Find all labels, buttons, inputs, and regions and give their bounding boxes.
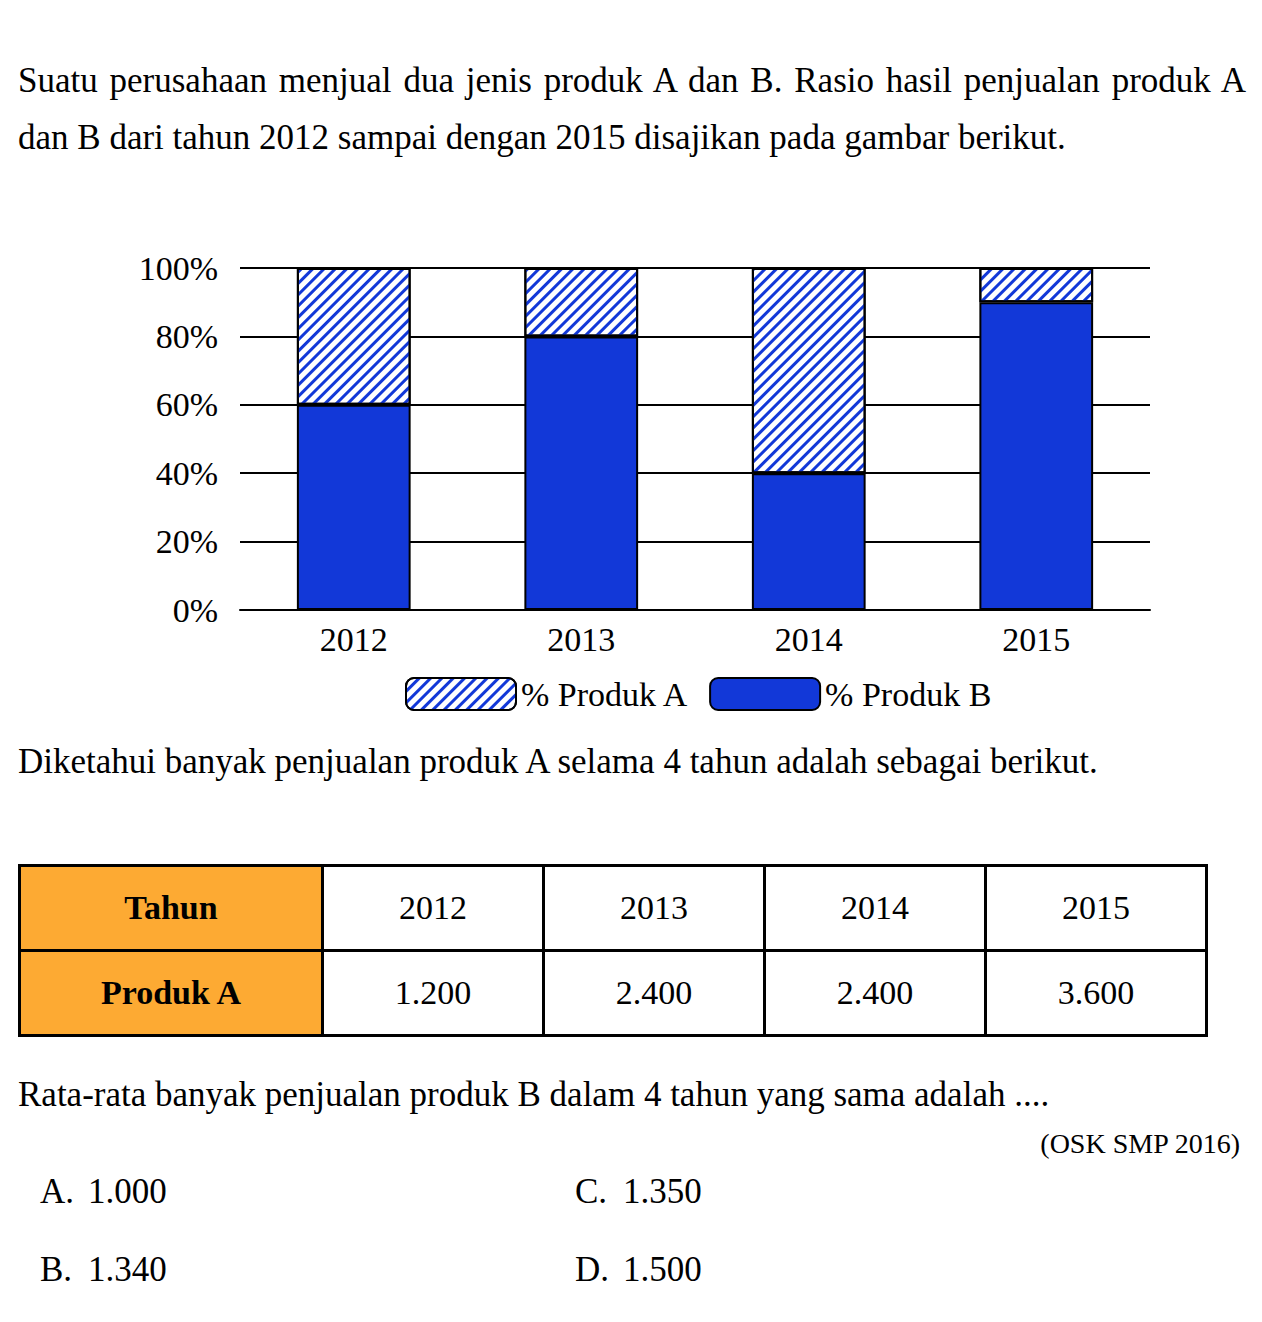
html-text:2014: 2014	[841, 889, 909, 926]
html-text:D.: D.	[575, 1250, 609, 1289]
html-text:A.: A.	[40, 1172, 74, 1211]
svg-text:2013: 2013	[547, 621, 615, 658]
html-text:C.: C.	[575, 1172, 608, 1211]
svg-text:80%: 80%	[156, 318, 218, 355]
svg-text:0%: 0%	[173, 592, 218, 629]
html-text:1.340: 1.340	[88, 1250, 167, 1289]
svg-text:100%: 100%	[139, 250, 218, 287]
html-text:2012: 2012	[399, 889, 467, 926]
svg-text:20%: 20%	[156, 523, 218, 560]
html-text:2015: 2015	[1062, 889, 1130, 926]
html-text:(OSK SMP 2016): (OSK SMP 2016)	[1040, 1128, 1240, 1159]
html-text:B.: B.	[40, 1250, 73, 1289]
svg-text:40%: 40%	[156, 455, 218, 492]
svg-text:% Produk A: % Produk A	[521, 676, 688, 713]
html-text:1.000: 1.000	[88, 1172, 167, 1211]
html-text:2.400: 2.400	[836, 974, 914, 1011]
html-text:2013: 2013	[620, 889, 688, 926]
html-text:Diketahui banyak penjualan pro: Diketahui banyak penjualan produk A sela…	[18, 742, 1098, 781]
html-text:Suatu perusahaan menjual dua j: Suatu perusahaan menjual dua jenis produ…	[18, 61, 1246, 157]
html-text:Rata-rata banyak penjualan pro: Rata-rata banyak penjualan produk B dala…	[18, 1075, 1050, 1114]
html-text:Produk A: Produk A	[100, 974, 242, 1011]
html-text:2.400: 2.400	[615, 974, 693, 1011]
svg-text:2015: 2015	[1002, 621, 1070, 658]
html-text:1.200: 1.200	[394, 974, 472, 1011]
html-text:3.600: 3.600	[1057, 974, 1135, 1011]
html-text:Tahun: Tahun	[124, 889, 218, 926]
svg-text:2014: 2014	[775, 621, 843, 658]
svg-text:2012: 2012	[320, 621, 388, 658]
html-text:1.350: 1.350	[623, 1172, 702, 1211]
svg-text:60%: 60%	[156, 386, 218, 423]
svg-text:% Produk B: % Produk B	[825, 676, 991, 713]
html-text:1.500: 1.500	[623, 1250, 702, 1289]
